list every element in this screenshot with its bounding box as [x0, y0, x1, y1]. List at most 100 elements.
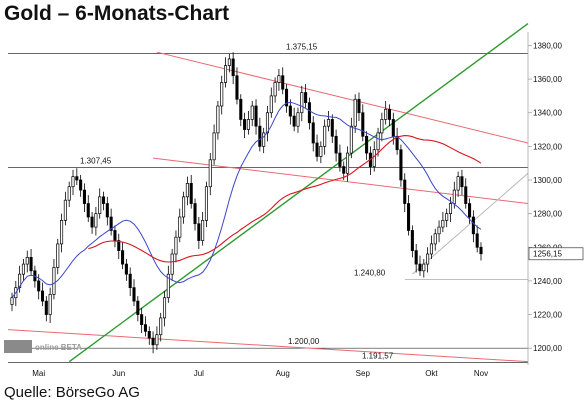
last-price-label: 1256,15: [533, 250, 562, 259]
candle-body: [121, 250, 125, 265]
ma-line-red: [88, 135, 482, 263]
candle-body: [296, 112, 300, 127]
candle-body: [418, 263, 422, 272]
candle-body: [174, 236, 178, 255]
candle-body: [94, 213, 98, 228]
watermark-text: online BETA: [35, 343, 82, 352]
candle-body: [395, 135, 399, 151]
candle-body: [223, 65, 228, 83]
candle-body: [193, 203, 197, 225]
candle-body: [60, 220, 64, 245]
chart-title: Gold – 6-Monats-Chart: [4, 2, 230, 25]
candle-body: [170, 253, 174, 275]
candle-body: [136, 300, 140, 315]
moving-averages: [11, 101, 482, 299]
candle-body: [376, 132, 380, 151]
candle-body: [243, 119, 247, 130]
candle-body: [391, 119, 395, 137]
candle-body: [216, 105, 220, 134]
candle-body: [56, 243, 60, 268]
candle-body: [231, 58, 235, 77]
candle-body: [254, 105, 258, 127]
candle-body: [338, 152, 342, 167]
candle-body: [90, 216, 94, 228]
candle-body: [464, 186, 468, 204]
trend-line: [412, 172, 529, 275]
candle-body: [235, 75, 239, 100]
candle-body: [48, 294, 52, 315]
candle-body: [380, 119, 384, 134]
candle-body: [361, 112, 365, 137]
candle-body: [189, 183, 193, 204]
candle-body: [273, 82, 277, 97]
candle-body: [326, 119, 331, 127]
level-labels: 1.375,15 1.307,45 1.240,80 1.200,00 1.191,57: [80, 43, 394, 361]
candle-body: [460, 176, 464, 188]
y-tick-label: 1340,00: [533, 109, 562, 118]
candle-body: [475, 233, 479, 248]
trend-line: [156, 51, 529, 144]
x-tick-label: Jul: [194, 369, 204, 378]
candle-body: [75, 176, 79, 181]
candle-body: [300, 92, 304, 114]
candle-body: [98, 196, 102, 214]
candle-body: [79, 179, 83, 191]
candle-body: [239, 98, 243, 120]
level-label: 1.191,57: [362, 351, 394, 360]
candle-body: [63, 199, 67, 221]
candle-body: [323, 125, 327, 147]
candle-body: [349, 125, 353, 154]
candle-body: [44, 300, 48, 315]
candle-body: [414, 250, 418, 265]
horizontal-levels: [8, 53, 528, 363]
candle-body: [204, 186, 208, 221]
candle-body: [71, 176, 75, 188]
candle-body: [117, 240, 121, 251]
candle-body: [21, 263, 25, 275]
candle-body: [353, 98, 357, 127]
level-label: 1.200,00: [288, 337, 320, 346]
x-tick-label: Jun: [112, 369, 125, 378]
candle-body: [86, 203, 90, 218]
y-tick-label: 1280,00: [533, 210, 562, 219]
candle-body: [285, 88, 289, 107]
candle-body: [281, 75, 285, 90]
candle-body: [143, 324, 147, 332]
candle-body: [288, 105, 292, 117]
candle-body: [407, 203, 411, 231]
candle-body: [330, 119, 334, 137]
candle-body: [445, 213, 449, 221]
candle-body: [246, 119, 250, 130]
candle-body: [429, 243, 433, 255]
candle-body: [437, 226, 441, 235]
candle-body: [18, 273, 22, 288]
candle-body: [292, 115, 296, 127]
candle-body: [151, 337, 155, 346]
candles: [10, 52, 483, 354]
candle-body: [387, 109, 392, 120]
x-tick-label: Sep: [356, 369, 371, 378]
candle-body: [277, 75, 281, 83]
candle-body: [147, 331, 151, 339]
trend-line: [68, 23, 529, 363]
candle-body: [426, 253, 430, 265]
x-tick-label: Aug: [276, 369, 290, 378]
candle-body: [456, 176, 460, 191]
candle-body: [128, 273, 132, 288]
candle-body: [185, 183, 189, 198]
candle-body: [37, 280, 41, 292]
trend-lines: [7, 23, 529, 363]
candle-body: [101, 196, 106, 204]
candle-body: [162, 297, 167, 319]
last-price-box: [528, 247, 584, 261]
watermark: online BETA: [4, 340, 82, 353]
candle-body: [250, 105, 254, 120]
candle-body: [342, 166, 346, 174]
y-axis: 1200,001220,001240,001260,001280,001300,…: [527, 32, 584, 365]
trend-line: [7, 329, 529, 363]
candle-body: [334, 135, 338, 154]
candle-body: [365, 135, 369, 154]
candle-body: [422, 263, 426, 272]
y-tick-label: 1360,00: [533, 75, 562, 84]
